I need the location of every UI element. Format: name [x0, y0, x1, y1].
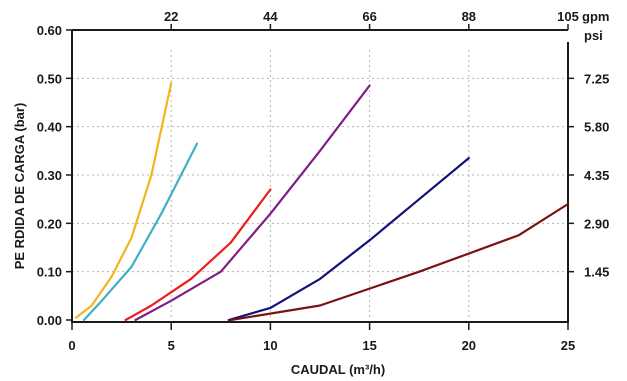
y-tick-label: 0.40: [37, 120, 62, 135]
right-axis-unit: psi: [584, 28, 603, 43]
top-tick-label: 22: [164, 9, 178, 24]
right-tick-label: 2.90: [584, 216, 609, 231]
series-line-1: [74, 82, 173, 319]
tick-labels: 0 5 10 15 20 25 0.00 0.10 0.20 0.30 0.40 0.50 0.60 22…: [37, 9, 610, 353]
y-tick-label: 0.30: [37, 168, 62, 183]
right-tick-label: 4.35: [584, 168, 609, 183]
x-tick-label: 25: [561, 338, 575, 353]
right-tick-label: 7.25: [584, 71, 609, 86]
x-tick-label: 0: [68, 338, 75, 353]
y-axis-title: PE RDIDA DE CARGA (bar): [12, 103, 27, 270]
series-line-5: [227, 157, 470, 322]
y-tick-label: 0.00: [37, 313, 62, 328]
grid: [72, 29, 568, 320]
x-tick-label: 20: [462, 338, 476, 353]
x-tick-label: 5: [168, 338, 175, 353]
top-tick-label: 88: [462, 9, 476, 24]
x-axis-title: CAUDAL (m³/h): [291, 362, 385, 377]
top-axis-unit: gpm: [582, 9, 609, 24]
top-tick-label: 105: [557, 9, 579, 24]
right-tick-label: 5.80: [584, 120, 609, 135]
series-lines: [74, 82, 570, 322]
x-tick-label: 15: [362, 338, 376, 353]
top-tick-label: 66: [362, 9, 376, 24]
right-tick-label: 1.45: [584, 265, 609, 280]
x-tick-label: 10: [263, 338, 277, 353]
y-tick-label: 0.60: [37, 23, 62, 38]
series-line-4: [134, 84, 371, 322]
series-line-3: [124, 188, 272, 322]
series-line-2: [82, 142, 199, 322]
top-tick-label: 44: [263, 9, 278, 24]
y-tick-label: 0.20: [37, 216, 62, 231]
series-line-6: [229, 202, 570, 322]
y-tick-label: 0.50: [37, 71, 62, 86]
y-tick-label: 0.10: [37, 265, 62, 280]
axes: [66, 24, 574, 330]
